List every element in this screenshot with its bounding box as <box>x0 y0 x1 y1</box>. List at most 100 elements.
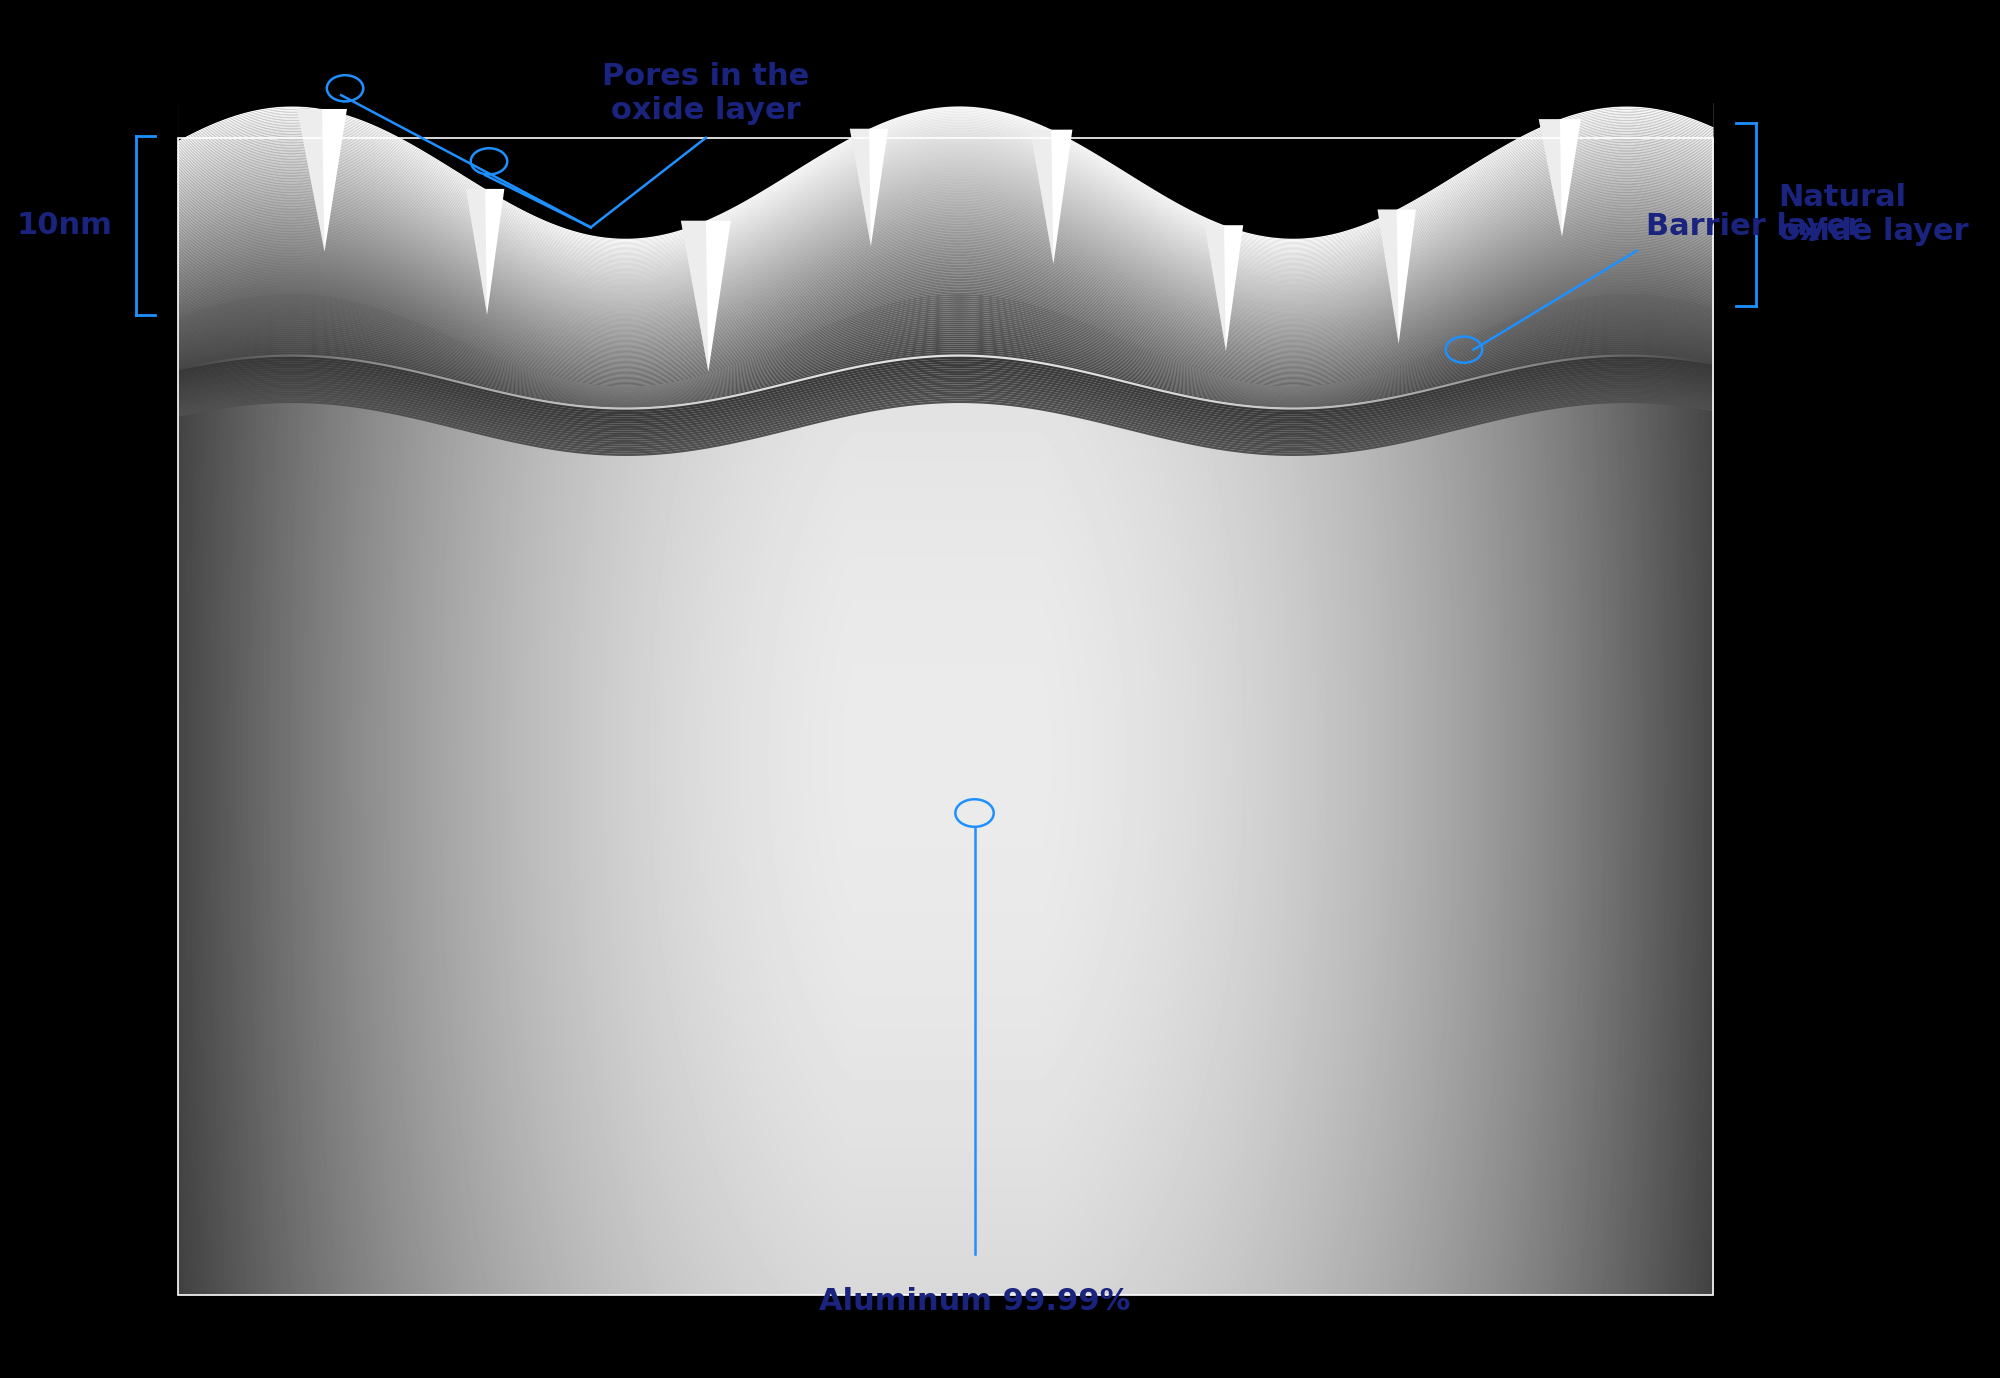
Polygon shape <box>178 186 1714 303</box>
Polygon shape <box>178 187 1714 305</box>
Polygon shape <box>178 211 1714 322</box>
Polygon shape <box>178 183 1714 300</box>
Polygon shape <box>178 223 1714 332</box>
Polygon shape <box>178 205 1714 317</box>
Polygon shape <box>178 138 1714 265</box>
Polygon shape <box>178 167 1714 288</box>
Polygon shape <box>178 196 1714 310</box>
Polygon shape <box>178 109 1714 243</box>
Polygon shape <box>178 130 1714 259</box>
Polygon shape <box>178 117 1714 248</box>
Polygon shape <box>178 201 1714 316</box>
Polygon shape <box>178 387 1714 442</box>
Polygon shape <box>1030 130 1054 265</box>
Polygon shape <box>178 256 1714 358</box>
Polygon shape <box>178 127 1714 256</box>
Polygon shape <box>178 116 1714 247</box>
Polygon shape <box>178 209 1714 321</box>
Polygon shape <box>178 135 1714 262</box>
Polygon shape <box>178 232 1714 339</box>
Polygon shape <box>178 164 1714 285</box>
Polygon shape <box>178 322 1714 397</box>
Polygon shape <box>850 128 888 247</box>
Text: Aluminum 99.99%: Aluminum 99.99% <box>818 1287 1130 1316</box>
Polygon shape <box>178 200 1714 314</box>
Polygon shape <box>178 294 1714 387</box>
Polygon shape <box>178 163 1714 284</box>
Polygon shape <box>178 181 1714 298</box>
Polygon shape <box>178 182 1714 299</box>
Polygon shape <box>178 328 1714 400</box>
Polygon shape <box>178 165 1714 287</box>
Polygon shape <box>178 353 1714 408</box>
Polygon shape <box>178 339 1714 402</box>
Polygon shape <box>178 367 1714 422</box>
Polygon shape <box>178 320 1714 397</box>
Polygon shape <box>178 234 1714 340</box>
Polygon shape <box>178 198 1714 313</box>
Polygon shape <box>178 296 1714 389</box>
Polygon shape <box>178 344 1714 405</box>
Polygon shape <box>178 350 1714 407</box>
Polygon shape <box>178 215 1714 325</box>
Polygon shape <box>178 176 1714 295</box>
Polygon shape <box>178 245 1714 350</box>
Polygon shape <box>178 225 1714 333</box>
Polygon shape <box>178 274 1714 372</box>
Polygon shape <box>178 263 1714 364</box>
Polygon shape <box>178 172 1714 292</box>
Polygon shape <box>178 189 1714 306</box>
Polygon shape <box>178 124 1714 254</box>
Polygon shape <box>178 222 1714 331</box>
Polygon shape <box>178 212 1714 324</box>
Polygon shape <box>178 324 1714 398</box>
Text: Natural
oxide layer: Natural oxide layer <box>1778 183 1968 245</box>
Polygon shape <box>178 252 1714 354</box>
Polygon shape <box>178 382 1714 437</box>
Polygon shape <box>178 292 1714 387</box>
Polygon shape <box>178 139 1714 266</box>
Polygon shape <box>1204 225 1226 351</box>
Polygon shape <box>178 171 1714 291</box>
Polygon shape <box>178 160 1714 282</box>
Polygon shape <box>178 371 1714 426</box>
Polygon shape <box>1538 119 1562 237</box>
Polygon shape <box>178 318 1714 395</box>
Polygon shape <box>178 395 1714 452</box>
Polygon shape <box>178 331 1714 400</box>
Polygon shape <box>298 109 324 252</box>
Polygon shape <box>178 132 1714 260</box>
Polygon shape <box>178 208 1714 320</box>
Polygon shape <box>178 270 1714 369</box>
Polygon shape <box>178 277 1714 375</box>
Polygon shape <box>178 153 1714 277</box>
Polygon shape <box>178 175 1714 294</box>
Polygon shape <box>178 128 1714 258</box>
Polygon shape <box>178 378 1714 433</box>
Polygon shape <box>178 384 1714 440</box>
Polygon shape <box>1378 209 1398 343</box>
Polygon shape <box>178 313 1714 394</box>
Polygon shape <box>178 119 1714 249</box>
Polygon shape <box>178 125 1714 255</box>
Polygon shape <box>178 158 1714 281</box>
Polygon shape <box>178 220 1714 329</box>
Polygon shape <box>1030 130 1072 265</box>
Polygon shape <box>850 128 870 247</box>
Polygon shape <box>178 373 1714 429</box>
Polygon shape <box>178 240 1714 344</box>
Polygon shape <box>178 174 1714 294</box>
Polygon shape <box>178 161 1714 282</box>
Polygon shape <box>178 194 1714 309</box>
Polygon shape <box>178 219 1714 329</box>
Polygon shape <box>1378 209 1416 343</box>
Polygon shape <box>178 150 1714 274</box>
Polygon shape <box>178 394 1714 449</box>
Polygon shape <box>178 185 1714 302</box>
Polygon shape <box>178 269 1714 368</box>
Polygon shape <box>178 123 1714 252</box>
Polygon shape <box>178 262 1714 362</box>
Polygon shape <box>178 147 1714 271</box>
Polygon shape <box>178 169 1714 289</box>
Polygon shape <box>178 241 1714 346</box>
